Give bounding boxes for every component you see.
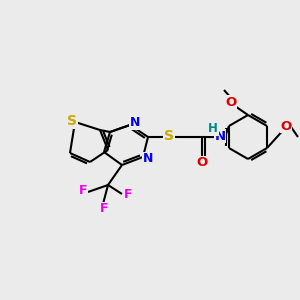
Text: O: O (280, 119, 292, 133)
Text: N: N (130, 116, 140, 130)
Text: O: O (196, 157, 208, 169)
Text: F: F (100, 202, 108, 215)
Text: N: N (214, 130, 226, 142)
Text: O: O (225, 95, 237, 109)
Text: N: N (143, 152, 153, 166)
Text: H: H (208, 122, 218, 136)
Text: F: F (79, 184, 87, 197)
Text: F: F (124, 188, 132, 200)
Text: S: S (164, 129, 174, 143)
Text: S: S (67, 114, 77, 128)
